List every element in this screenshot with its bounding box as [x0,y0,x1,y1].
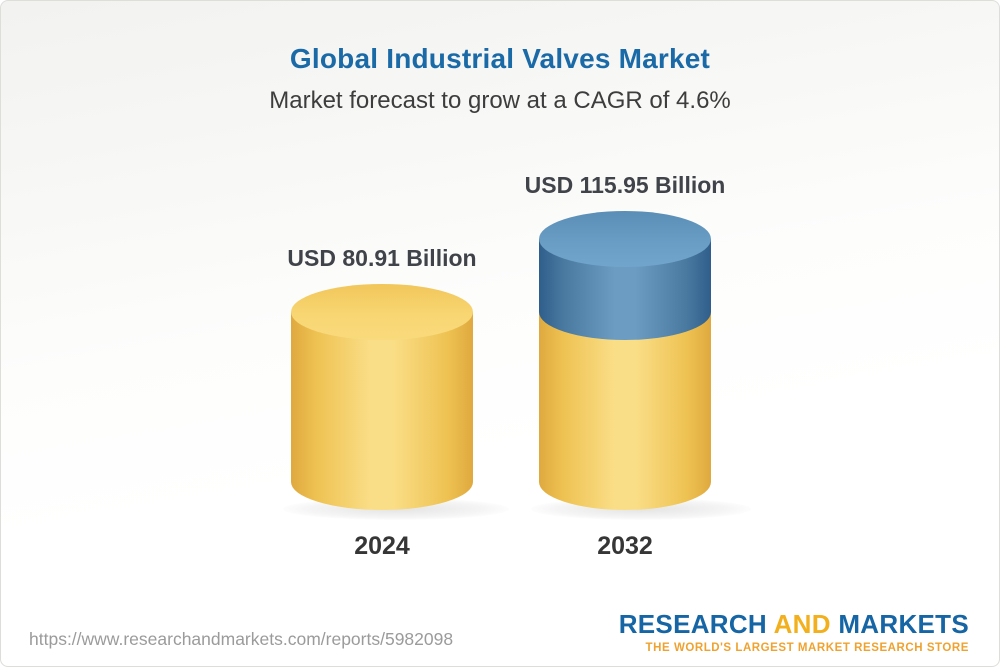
logo: RESEARCH AND MARKETS THE WORLD'S LARGEST… [619,609,969,654]
page-subtitle: Market forecast to grow at a CAGR of 4.6… [269,87,731,114]
page-title: Global Industrial Valves Market [289,43,711,74]
logo-tagline: THE WORLD'S LARGEST MARKET RESEARCH STOR… [645,642,969,654]
bar-value-label-2024: USD 80.91 Billion [287,245,477,272]
logo-and: AND [773,609,831,639]
category-label-2024: 2024 [354,532,410,560]
cylinder-2024 [291,284,473,510]
cylinder-2024-body [291,312,473,510]
cylinder-2032-base-segment [539,312,711,510]
cylinder-2024-cap [291,284,473,341]
report-url: https://www.researchandmarkets.com/repor… [29,629,454,649]
logo-wordmark: RESEARCH AND MARKETS [619,609,969,640]
cylinder-2032 [539,210,711,510]
bar-value-label-2032: USD 115.95 Billion [524,171,726,198]
cylinder-2032-cap [539,210,711,267]
category-label-2032: 2032 [597,532,653,560]
logo-markets: MARKETS [838,609,969,639]
logo-research: RESEARCH [618,609,768,639]
